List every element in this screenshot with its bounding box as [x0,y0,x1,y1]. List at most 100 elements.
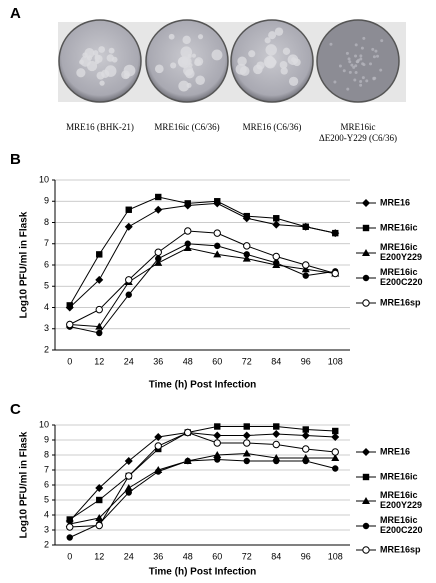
point [154,442,162,450]
point [95,484,104,492]
point [272,430,281,438]
x-tick-label: 36 [153,356,163,366]
x-tick-label: 96 [301,551,311,561]
point [214,456,221,463]
plaque [195,75,205,86]
point [243,439,251,447]
point [272,252,280,261]
point [332,427,339,435]
point [184,227,192,235]
point [331,454,340,461]
plaque [123,72,130,79]
plaque [197,34,204,40]
point [302,272,309,279]
point [302,457,309,465]
plaque [350,63,354,67]
x-tick-label: 108 [328,356,343,366]
point [242,431,251,440]
plate-caption: ΔE200-Y229 (C6/36) [319,133,397,143]
plaque [360,46,364,50]
legend-marker [362,497,370,504]
point [301,265,310,273]
point [302,223,309,230]
point [124,222,133,231]
point [155,255,162,262]
point [332,229,339,237]
legend-marker [362,224,370,232]
plaque [282,47,291,55]
plate-caption: MRE16 (C6/36) [243,122,302,132]
point [273,215,280,222]
point [242,254,251,262]
point [302,261,310,269]
y-tick-label: 5 [44,494,49,504]
series-line [69,426,336,520]
plaque [280,67,288,75]
y-tick-label: 7 [44,464,49,474]
point [213,229,221,237]
plaque [191,53,197,58]
x-tick-label: 84 [271,551,281,561]
plaque [187,53,192,59]
point [184,457,191,465]
point [96,251,103,258]
series-line [69,243,336,334]
panel-label: A [10,5,21,22]
plaque [94,59,100,65]
legend-marker [362,522,370,530]
point [154,205,163,214]
series-line [69,202,336,308]
plates [58,19,400,103]
plaque [182,35,191,45]
legend-marker [362,199,370,207]
plaque [181,57,189,65]
point [154,433,163,441]
plate-caption: MRE16ic (C6/36) [154,122,219,132]
plaque [346,87,350,91]
point [272,440,280,449]
point [213,451,222,458]
point [273,457,280,465]
y-tick-label: 2 [44,344,49,354]
point [95,275,104,284]
y-tick-label: 8 [44,217,49,227]
plaque [372,76,376,80]
legend-marker [362,249,370,256]
x-tick-label: 72 [242,356,252,366]
plaque [354,43,358,47]
x-tick-label: 36 [153,551,163,561]
point [155,468,162,475]
plaque [253,64,263,75]
plaque [359,54,363,58]
plaque [345,51,349,55]
legend-marker [362,473,370,481]
legend-marker [362,448,370,456]
legend-label: MRE16ic E200C220 [380,267,423,287]
plaque [354,70,358,74]
y-tick-label: 10 [39,174,49,184]
point [243,423,250,430]
point [243,212,250,220]
panel-label: C [10,401,21,418]
series-line [69,247,336,328]
plaque [76,68,86,78]
point [184,240,191,247]
plaque [183,65,194,76]
plaque [371,47,375,51]
series-line [69,458,336,538]
x-tick-label: 0 [67,356,72,366]
y-tick-label: 10 [39,419,49,429]
point [66,302,73,309]
point [214,423,221,430]
point [301,431,310,440]
legend-label: MRE16ic E200Y229 [380,490,422,510]
point [183,244,192,251]
point [125,276,133,284]
plate-caption: MRE16ic [341,122,376,132]
plaque [376,54,380,58]
x-tick-label: 60 [212,356,222,366]
point [66,534,73,541]
point [155,193,162,201]
